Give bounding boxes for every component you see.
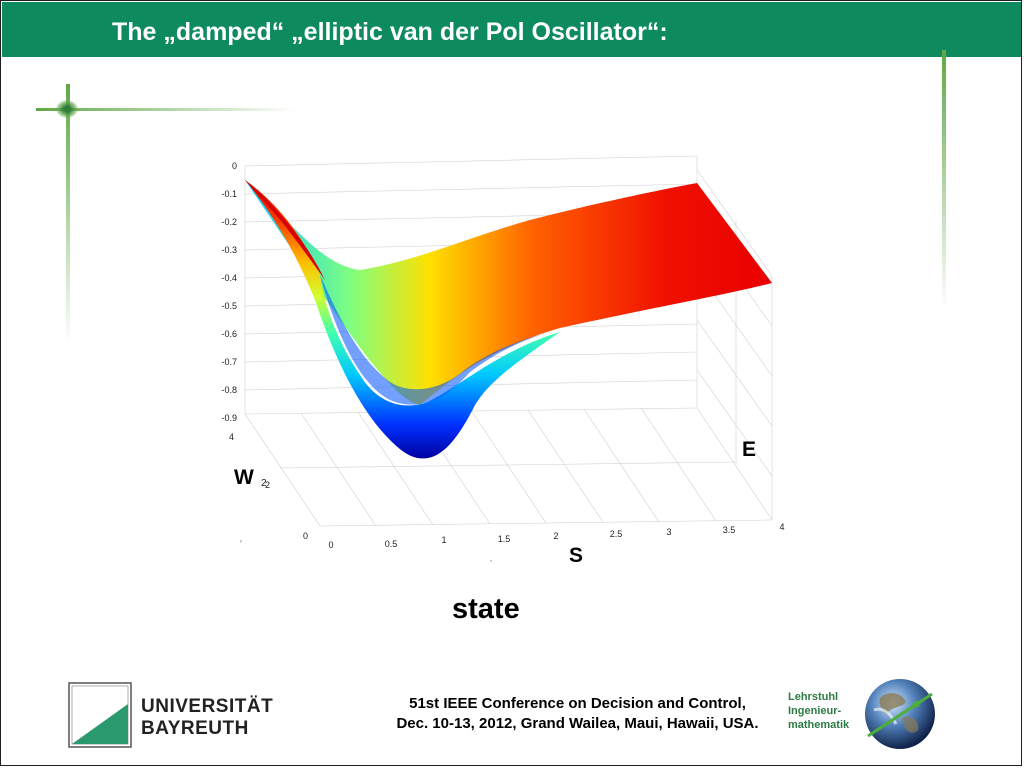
x-axis-letter: x xyxy=(490,558,492,563)
x-tick: 0 xyxy=(328,540,333,550)
decor-dot xyxy=(56,100,78,118)
label-state: state xyxy=(452,593,520,625)
chair-name: Lehrstuhl Ingenieur- mathematik xyxy=(788,690,849,732)
university-name: UNIVERSITÄT BAYREUTH xyxy=(141,696,273,740)
decor-vertical-line-right xyxy=(942,50,946,310)
surface-plot: 0 -0.1 -0.2 -0.3 -0.4 -0.5 -0.6 -0.7 -0.… xyxy=(221,155,785,563)
grid-floor xyxy=(244,407,773,527)
z-axis-ticks: 0 -0.1 -0.2 -0.3 -0.4 -0.5 -0.6 -0.7 -0.… xyxy=(221,161,237,423)
z-tick: -0.4 xyxy=(221,273,237,283)
chair-line2: Ingenieur- xyxy=(788,705,842,717)
chair-line1: Lehrstuhl xyxy=(788,691,839,703)
university-name-line2: BAYREUTH xyxy=(141,718,249,739)
z-tick: 0 xyxy=(232,161,237,171)
z-tick: -0.5 xyxy=(221,301,237,311)
z-tick: -0.6 xyxy=(221,329,237,339)
conference-info: 51st IEEE Conference on Decision and Con… xyxy=(300,694,855,734)
z-tick: -0.3 xyxy=(221,245,237,255)
slide-title: The „damped“ „elliptic van der Pol Oscil… xyxy=(112,18,668,46)
university-name-line1: UNIVERSITÄT xyxy=(141,696,274,717)
x-axis-ticks: 0 0.5 1 1.5 2 2.5 3 3.5 4 x xyxy=(328,522,784,563)
x-tick: 3 xyxy=(666,527,671,537)
label-W: W xyxy=(234,466,254,489)
y-tick: 0 xyxy=(303,531,308,541)
chair-line3: mathematik xyxy=(788,719,850,731)
decor-vertical-line-left xyxy=(66,84,70,344)
surface-mesh xyxy=(245,180,772,459)
x-tick: 1 xyxy=(441,535,446,545)
x-tick: 1.5 xyxy=(498,534,511,544)
title-bar: The „damped“ „elliptic van der Pol Oscil… xyxy=(2,2,1021,57)
university-logo xyxy=(68,682,132,748)
label-E: E xyxy=(742,438,757,461)
x-tick: 4 xyxy=(779,522,784,532)
x-tick: 2 xyxy=(553,531,558,541)
z-tick: -0.8 xyxy=(221,385,237,395)
x-tick: 3.5 xyxy=(723,525,736,535)
y-tick: 2 xyxy=(265,480,270,490)
y-axis-ticks: 4 2 0 y xyxy=(229,432,308,543)
label-S: S xyxy=(569,544,584,567)
decor-horizontal-line-left xyxy=(36,108,296,111)
globe-icon xyxy=(865,679,935,749)
conference-line1: 51st IEEE Conference on Decision and Con… xyxy=(409,695,746,712)
x-tick: 2.5 xyxy=(610,529,623,539)
z-tick: -0.7 xyxy=(221,357,237,367)
y-axis-letter: y xyxy=(240,538,242,543)
z-tick: -0.2 xyxy=(221,217,237,227)
z-tick: -0.1 xyxy=(221,189,237,199)
x-tick: 0.5 xyxy=(385,539,398,549)
conference-line2: Dec. 10-13, 2012, Grand Wailea, Maui, Ha… xyxy=(396,715,759,732)
y-tick: 4 xyxy=(229,432,234,442)
z-tick: -0.9 xyxy=(221,413,237,423)
label-W-subscript: 2 xyxy=(261,478,267,489)
